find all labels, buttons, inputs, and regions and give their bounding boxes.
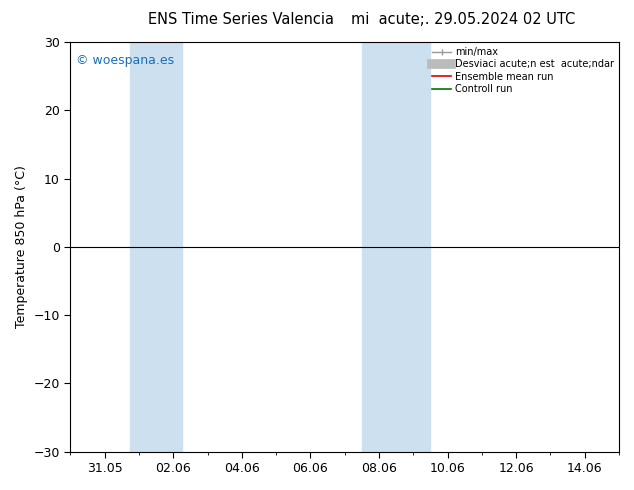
Bar	[131, 42, 182, 452]
Text: ENS Time Series Valencia: ENS Time Series Valencia	[148, 12, 334, 27]
Text: mi  acute;. 29.05.2024 02 UTC: mi acute;. 29.05.2024 02 UTC	[351, 12, 575, 27]
Legend: min/max, Desviaci acute;n est  acute;ndar, Ensemble mean run, Controll run: min/max, Desviaci acute;n est acute;ndar…	[430, 45, 616, 96]
Y-axis label: Temperature 850 hPa (°C): Temperature 850 hPa (°C)	[15, 166, 28, 328]
Bar	[362, 42, 430, 452]
Text: © woespana.es: © woespana.es	[76, 54, 174, 67]
